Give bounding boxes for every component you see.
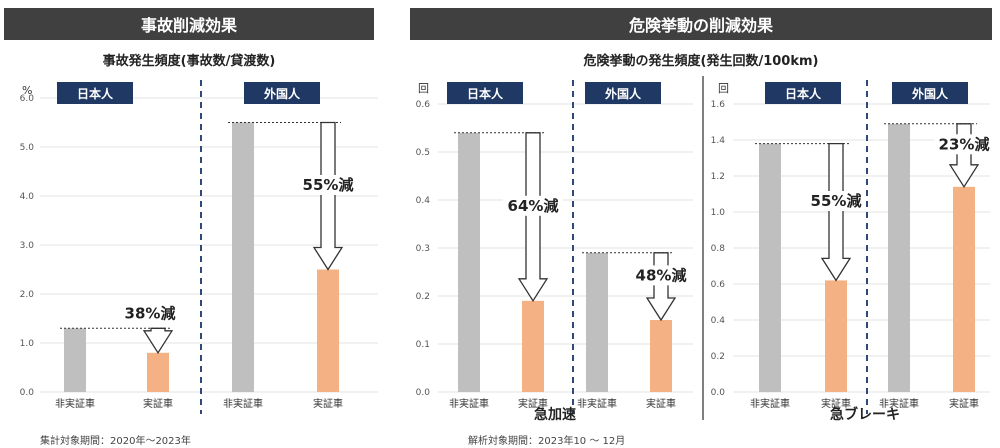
chart2-reduction-arrow: [645, 252, 677, 322]
chart3-bar-demo: [953, 186, 975, 392]
chart1-category-label: 実証車: [143, 397, 173, 410]
chart2-reduction-label-bg: [631, 265, 691, 286]
chart2-group-label: 外国人: [605, 86, 642, 101]
chart3-y-tick-label: 1.2: [711, 172, 725, 182]
chart2-y-tick-label: 0.1: [416, 340, 430, 350]
chart2-category-label: 実証車: [518, 397, 548, 410]
chart3-reduction-label-bg: [806, 191, 866, 211]
chart2-y-tick-label: 0.5: [416, 148, 430, 158]
chart2-y-tick-label: 0.2: [416, 292, 430, 302]
chart1-y-unit: %: [22, 84, 32, 97]
chart2-x-axis-label: 急加速: [534, 406, 576, 423]
chart2-bar-non-demo: [458, 132, 480, 393]
chart3-group-label: 外国人: [912, 86, 949, 101]
chart2-bar-demo: [650, 320, 672, 392]
chart2-bar-demo: [522, 300, 544, 392]
chart1-bar-demo: [317, 269, 339, 392]
chart3-group-label-box: [765, 82, 841, 104]
chart1-bar-non-demo: [64, 328, 86, 392]
chart3-reduction-arrow: [948, 123, 980, 189]
chart2-reduction-label: 64%減: [508, 197, 559, 215]
chart3-y-tick-label: 1.4: [711, 136, 726, 146]
chart1-group-label: 日本人: [77, 86, 114, 101]
chart1-reduction-arrow: [142, 327, 174, 355]
chart1-y-tick-label: 5.0: [20, 143, 35, 153]
chart1-category-label: 非実証車: [223, 397, 263, 410]
chart2-y-unit: 回: [418, 82, 429, 95]
risk-chart-subtitle: 危険挙動の発生頻度(発生回数/100km): [583, 54, 819, 69]
accident-section-title: 事故削減効果: [4, 8, 374, 40]
chart1-category-label: 非実証車: [55, 397, 95, 410]
chart1-y-tick-label: 4.0: [20, 192, 35, 202]
chart2-category-label: 非実証車: [449, 397, 489, 410]
chart3-bar-non-demo: [888, 123, 910, 393]
chart3-y-tick-label: 1.6: [711, 100, 726, 110]
chart3-x-axis-label: 急ブレーキ: [830, 406, 900, 423]
chart1-group-label-box: [57, 82, 133, 104]
chart1-bar-non-demo: [232, 122, 254, 392]
chart3-y-tick-label: 0.0: [711, 388, 726, 398]
chart3-category-label: 実証車: [821, 397, 851, 410]
chart2-group-label-box: [447, 82, 523, 104]
chart1-group-label: 外国人: [264, 86, 301, 101]
chart3-bar-demo: [825, 280, 847, 392]
chart1-category-label: 実証車: [313, 397, 343, 410]
chart3-category-label: 実証車: [949, 397, 979, 410]
chart3-reduction-label: 23%減: [939, 135, 990, 153]
chart2-y-tick-label: 0.6: [416, 100, 431, 110]
chart3-reduction-arrow: [820, 142, 852, 282]
chart2-y-tick-label: 0.0: [416, 388, 431, 398]
chart1-reduction-label: 55%減: [303, 176, 354, 194]
chart1-y-tick-label: 0.0: [20, 388, 35, 398]
chart1-reduction-label: 38%減: [125, 304, 176, 322]
chart3-y-tick-label: 1.0: [711, 208, 726, 218]
chart3-bar-non-demo: [759, 143, 781, 392]
chart2-reduction-arrow: [517, 132, 549, 303]
chart1-bar-demo: [147, 352, 169, 392]
chart3-y-tick-label: 0.2: [711, 352, 725, 362]
chart2-y-tick-label: 0.4: [416, 196, 431, 206]
chart3-y-tick-label: 0.6: [711, 280, 726, 290]
chart3-group-label-box: [892, 82, 968, 104]
accident-chart-subtitle: 事故発生頻度(事故数/貸渡数): [102, 54, 276, 69]
risk-period-note: 解析対象期間：2023年10 ～ 12月: [468, 436, 626, 447]
chart3-y-unit: 回: [718, 82, 729, 95]
chart1-y-tick-label: 1.0: [20, 339, 35, 349]
chart3-reduction-label-bg: [934, 134, 994, 155]
chart3-y-tick-label: 0.4: [711, 316, 726, 326]
chart1-y-tick-label: 3.0: [20, 241, 35, 251]
chart3-category-label: 非実証車: [879, 397, 919, 410]
chart2-reduction-label-bg: [503, 195, 563, 216]
accident-period-note: 集計対象期間：2020年～2023年: [40, 436, 191, 447]
chart3-group-label: 日本人: [785, 86, 822, 101]
chart1-reduction-label-bg: [298, 175, 358, 195]
chart1-group-label-box: [244, 82, 320, 104]
chart2-group-label: 日本人: [467, 86, 504, 101]
chart1-reduction-arrow: [312, 121, 344, 271]
chart2-reduction-label: 48%減: [636, 266, 687, 284]
chart2-category-label: 非実証車: [577, 397, 617, 410]
chart2-group-label-box: [585, 82, 661, 104]
risk-section-title: 危険挙動の削減効果: [410, 8, 992, 40]
chart2-y-tick-label: 0.3: [416, 244, 430, 254]
chart3-reduction-label: 55%減: [811, 192, 862, 210]
chart2-category-label: 実証車: [646, 397, 676, 410]
chart1-y-tick-label: 6.0: [20, 94, 35, 104]
chart3-category-label: 非実証車: [750, 397, 790, 410]
chart2-bar-non-demo: [586, 252, 608, 392]
chart1-y-tick-label: 2.0: [20, 290, 35, 300]
chart3-y-tick-label: 0.8: [711, 244, 726, 254]
